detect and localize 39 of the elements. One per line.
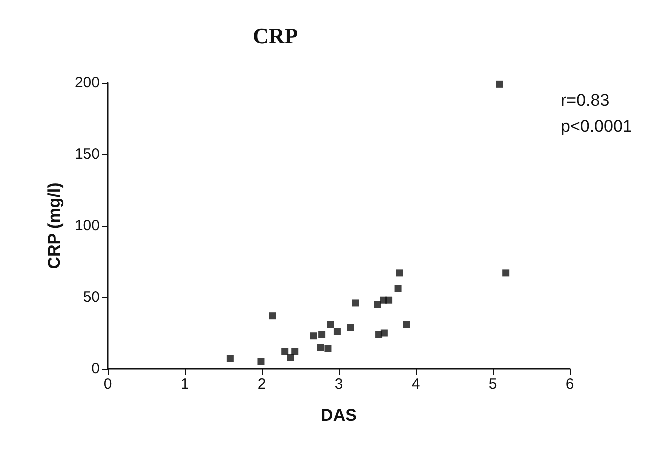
x-axis-title: DAS xyxy=(321,406,357,425)
point xyxy=(292,348,299,356)
point xyxy=(394,285,402,292)
point xyxy=(502,270,510,277)
point xyxy=(258,358,265,366)
point xyxy=(226,355,234,362)
y-tick-label: 50 xyxy=(83,289,100,306)
y-axis-title: CRP (mg/l) xyxy=(45,182,64,270)
x-tick-label: 5 xyxy=(488,376,498,393)
point xyxy=(374,301,381,308)
y-tick-label: 200 xyxy=(74,74,100,92)
point xyxy=(310,332,318,340)
point xyxy=(286,354,294,362)
point xyxy=(317,344,324,352)
point xyxy=(496,80,504,88)
y-tick-label: 150 xyxy=(74,146,100,163)
point xyxy=(352,300,360,307)
x-tick-label: 0 xyxy=(104,376,112,393)
point xyxy=(327,321,334,328)
point xyxy=(269,312,276,320)
annotation: r=0.83 xyxy=(561,91,610,110)
point xyxy=(324,345,332,352)
point xyxy=(396,270,404,277)
point xyxy=(380,330,388,337)
annotation: p<0.0001 xyxy=(561,117,632,136)
point xyxy=(318,331,326,338)
chart-title: CRP xyxy=(253,24,298,48)
x-tick-label: 3 xyxy=(334,376,344,393)
point xyxy=(403,321,410,328)
y-tick-label: 100 xyxy=(74,218,100,234)
x-tick-label: 4 xyxy=(412,376,420,393)
point xyxy=(282,348,289,356)
x-tick-label: 6 xyxy=(566,376,574,393)
x-tick-label: 2 xyxy=(258,376,266,393)
point xyxy=(334,328,341,336)
y-tick-label: 0 xyxy=(92,360,100,378)
point xyxy=(347,324,354,332)
x-tick-label: 1 xyxy=(180,376,190,393)
point xyxy=(386,296,393,304)
